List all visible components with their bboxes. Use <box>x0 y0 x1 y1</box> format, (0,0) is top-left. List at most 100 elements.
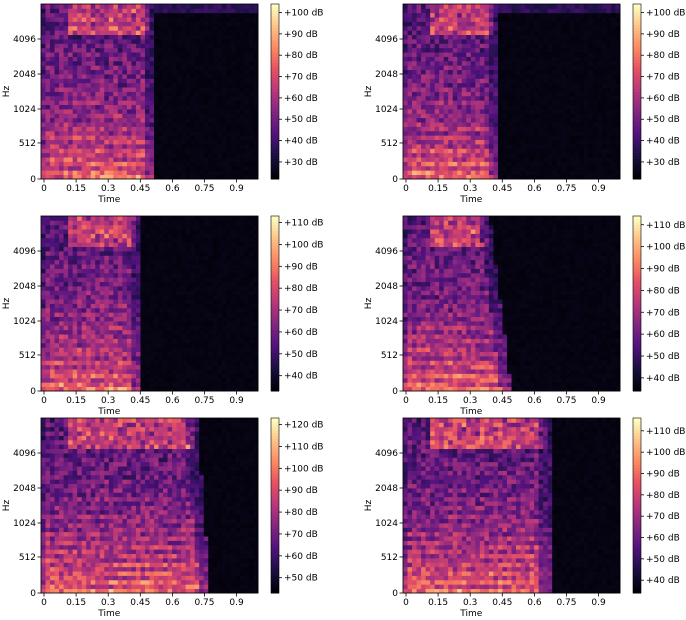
heatmap-cell <box>239 39 245 44</box>
heatmap-cell <box>470 157 476 162</box>
heatmap-cell <box>113 91 119 97</box>
heatmap-cell <box>597 82 603 88</box>
heatmap-cell <box>516 74 521 79</box>
heatmap-cell <box>221 52 227 57</box>
heatmap-cell <box>416 113 422 119</box>
heatmap-cell <box>221 126 227 132</box>
heatmap-cell <box>457 78 463 84</box>
heatmap-cell <box>86 60 92 66</box>
heatmap-cell <box>583 65 589 71</box>
heatmap-cell <box>86 237 92 243</box>
heatmap-cell <box>154 21 159 27</box>
heatmap-cell <box>448 43 454 49</box>
colorbar-step <box>633 176 641 180</box>
heatmap-cell <box>126 56 132 62</box>
heatmap-cell <box>475 95 481 101</box>
heatmap-cell <box>108 342 114 348</box>
heatmap-cell <box>597 65 603 71</box>
heatmap-cell <box>529 65 535 71</box>
heatmap-cell <box>547 82 553 88</box>
heatmap-cell <box>610 148 616 154</box>
heatmap-cell <box>479 100 485 106</box>
heatmap-cell <box>425 174 431 180</box>
heatmap-cell <box>430 34 436 40</box>
heatmap-cell <box>574 113 580 119</box>
heatmap-cell <box>443 148 449 154</box>
heatmap-cell <box>244 113 250 119</box>
heatmap-cell <box>579 12 585 18</box>
heatmap-cell <box>135 56 141 62</box>
heatmap-cell <box>610 30 616 36</box>
heatmap-cell <box>86 30 92 36</box>
heatmap-cell <box>113 224 119 230</box>
heatmap-cell <box>230 109 236 114</box>
heatmap-cell <box>570 43 576 49</box>
heatmap-cell <box>176 130 182 136</box>
heatmap-cell <box>81 74 87 79</box>
heatmap-cell <box>50 290 55 296</box>
heatmap-cell <box>561 87 567 92</box>
heatmap-cell <box>529 25 535 31</box>
heatmap-cell <box>470 87 476 92</box>
heatmap-cell <box>601 78 607 84</box>
heatmap-cell <box>140 268 146 274</box>
heatmap-cell <box>461 21 467 27</box>
heatmap-cell <box>117 144 123 149</box>
colorbar-step <box>271 56 279 60</box>
heatmap-cell <box>479 109 485 114</box>
heatmap-cell <box>493 117 499 123</box>
heatmap-cell <box>416 109 422 114</box>
heatmap-cell <box>131 39 137 44</box>
heatmap-cell <box>561 69 567 75</box>
heatmap-cell <box>181 82 187 88</box>
heatmap-cell <box>439 113 445 119</box>
heatmap-cell <box>461 12 467 18</box>
heatmap-cell <box>63 135 69 141</box>
heatmap-cell <box>108 100 114 106</box>
heatmap-cell <box>217 25 223 31</box>
heatmap-cell <box>529 4 535 9</box>
heatmap-cell <box>502 30 508 36</box>
heatmap-cell <box>81 17 87 22</box>
heatmap-cell <box>430 30 436 36</box>
heatmap-cell <box>194 47 200 53</box>
heatmap-cell <box>54 161 60 167</box>
heatmap-cell <box>131 360 137 366</box>
heatmap-cell <box>135 277 141 283</box>
heatmap-cell <box>59 126 64 132</box>
heatmap-cell <box>172 25 178 31</box>
heatmap-cell <box>208 17 214 22</box>
heatmap-cell <box>63 47 69 53</box>
heatmap-cell <box>403 87 408 92</box>
heatmap-cell <box>538 157 544 162</box>
colorbar-step <box>271 62 279 66</box>
heatmap-cell <box>538 174 544 180</box>
heatmap-cell <box>479 17 485 22</box>
heatmap-cell <box>412 65 417 71</box>
heatmap-cell <box>570 74 576 79</box>
heatmap-cell <box>239 95 245 101</box>
heatmap-cell <box>50 117 55 123</box>
heatmap-cell <box>126 113 132 119</box>
heatmap-cell <box>561 117 567 123</box>
heatmap-cell <box>50 139 55 145</box>
heatmap-cell <box>86 65 92 71</box>
heatmap-cell <box>117 174 123 180</box>
heatmap-cell <box>122 290 128 296</box>
heatmap-cell <box>86 220 92 226</box>
heatmap-cell <box>461 152 467 158</box>
heatmap-cell <box>185 34 191 40</box>
heatmap-cell <box>538 104 544 110</box>
heatmap-cell <box>443 12 449 18</box>
heatmap-cell <box>606 170 612 176</box>
heatmap-cell <box>479 135 485 141</box>
heatmap-cell <box>425 69 431 75</box>
heatmap-cell <box>190 126 196 132</box>
heatmap-cell <box>68 17 74 22</box>
heatmap-cell <box>131 139 137 145</box>
heatmap-cell <box>520 82 526 88</box>
heatmap-cell <box>239 82 245 88</box>
heatmap-cell <box>194 74 200 79</box>
heatmap-cell <box>403 25 408 31</box>
heatmap-cell <box>81 117 87 123</box>
